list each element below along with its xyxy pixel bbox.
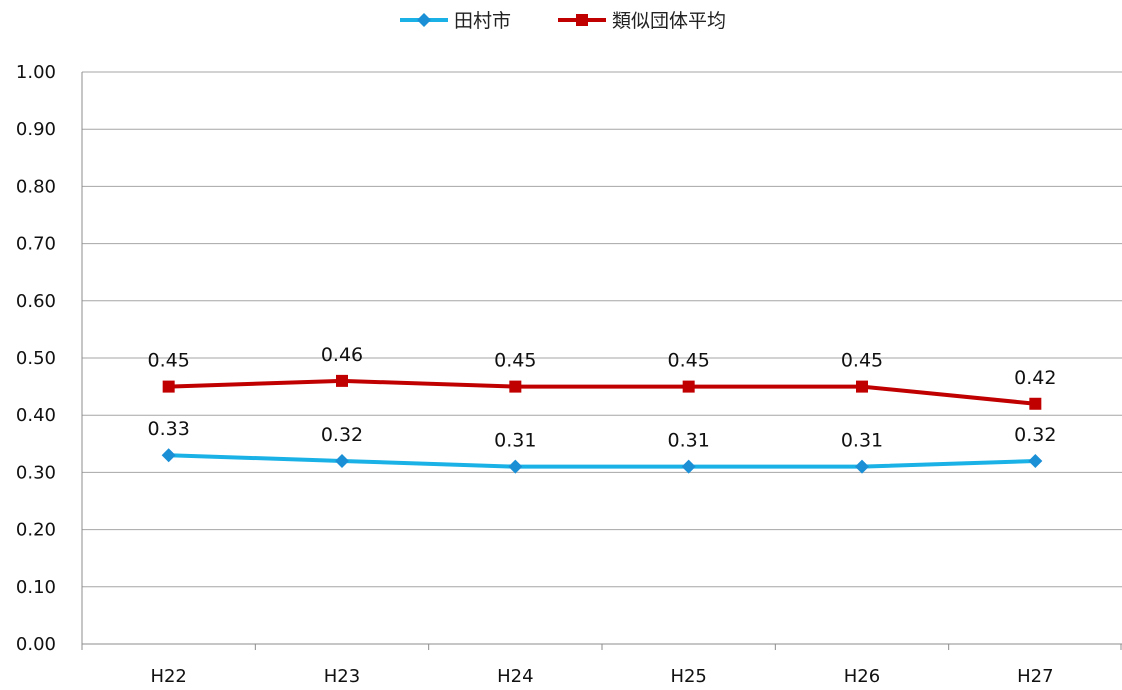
data-label: 0.45	[148, 350, 190, 372]
y-tick-label: 0.80	[16, 176, 56, 197]
x-tick-label: H25	[670, 666, 706, 687]
series-line-1	[168, 378, 1036, 406]
data-label: 0.46	[321, 344, 363, 366]
data-point-diamond	[1028, 453, 1043, 468]
legend-marker-square-icon	[576, 14, 588, 26]
data-label: 0.45	[841, 350, 883, 372]
data-point-square	[509, 380, 522, 393]
y-tick-label: 0.90	[16, 119, 56, 140]
data-label: 0.45	[494, 350, 536, 372]
y-tick-label: 0.00	[16, 634, 56, 655]
data-point-square	[336, 374, 348, 387]
data-label: 0.42	[1014, 367, 1056, 389]
data-label: 0.31	[494, 430, 536, 452]
data-label: 0.45	[668, 350, 710, 372]
data-point-square	[856, 380, 868, 393]
data-point-diamond	[681, 459, 696, 474]
x-tick-label: H27	[1017, 666, 1053, 687]
data-point-square	[1029, 397, 1042, 410]
data-label: 0.31	[841, 430, 883, 452]
legend-label-tamura: 田村市	[454, 10, 511, 32]
data-label: 0.32	[321, 424, 363, 446]
y-tick-label: 0.30	[16, 462, 56, 483]
legend: 田村市 類似団体平均	[400, 10, 726, 32]
data-point-square	[162, 380, 175, 393]
data-label: 0.32	[1014, 424, 1056, 446]
y-tick-label: 0.40	[16, 405, 56, 426]
data-point-diamond	[508, 459, 523, 474]
gridlines	[82, 71, 1122, 588]
x-tick-label: H22	[150, 666, 186, 687]
y-tick-label: 0.70	[16, 234, 56, 255]
data-point-diamond	[335, 453, 349, 468]
x-axis: H22 H23 H24 H25 H26 H27	[81, 72, 1122, 687]
x-tick-label: H23	[324, 666, 360, 687]
data-point-diamond	[161, 448, 176, 463]
data-labels: 0.33 0.32 0.31 0.31 0.31 0.32 0.45 0.46 0.45 0.45…	[148, 344, 1057, 452]
series-line-0	[168, 453, 1036, 469]
y-axis-ticks: 0.00 0.10 0.20 0.30 0.40 0.50 0.60 0.70 0.80 0.90…	[16, 62, 56, 655]
legend-entry-tamura: 田村市	[400, 10, 511, 32]
series-group	[161, 374, 1043, 474]
legend-entry-similar-average: 類似団体平均	[558, 10, 726, 32]
y-tick-label: 0.60	[16, 291, 56, 312]
y-tick-label: 0.20	[16, 520, 56, 541]
data-label: 0.33	[148, 418, 190, 440]
data-label: 0.31	[668, 430, 710, 452]
data-point-diamond	[855, 459, 869, 474]
data-point-square	[682, 380, 695, 393]
legend-marker-diamond-icon	[417, 13, 431, 27]
y-tick-label: 1.00	[16, 62, 56, 83]
y-tick-label: 0.50	[16, 348, 56, 369]
x-tick-label: H26	[844, 666, 880, 687]
y-tick-label: 0.10	[16, 577, 56, 598]
x-tick-label: H24	[497, 666, 533, 687]
legend-label-similar-average: 類似団体平均	[612, 10, 726, 32]
